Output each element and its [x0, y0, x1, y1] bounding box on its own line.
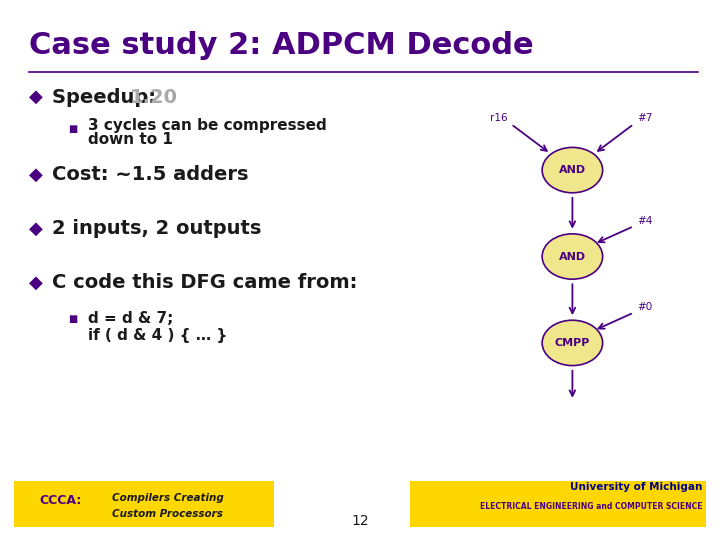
Text: C code this DFG came from:: C code this DFG came from:: [52, 273, 357, 293]
Text: down to 1: down to 1: [88, 132, 173, 147]
Text: 3 cycles can be compressed: 3 cycles can be compressed: [88, 118, 327, 133]
Text: Speedup:: Speedup:: [52, 87, 163, 107]
Text: AND: AND: [559, 252, 586, 261]
Text: CMPP: CMPP: [554, 338, 590, 348]
Text: ◆: ◆: [29, 220, 42, 238]
Text: Compilers Creating: Compilers Creating: [112, 493, 223, 503]
Text: 12: 12: [351, 514, 369, 528]
Text: University of Michigan: University of Michigan: [570, 482, 702, 492]
Text: #0: #0: [637, 302, 652, 312]
Text: d = d & 7;: d = d & 7;: [88, 311, 174, 326]
Text: ELECTRICAL ENGINEERING and COMPUTER SCIENCE: ELECTRICAL ENGINEERING and COMPUTER SCIE…: [480, 502, 702, 511]
Text: ■: ■: [68, 314, 78, 323]
Text: AND: AND: [559, 165, 586, 175]
Text: 1.20: 1.20: [130, 87, 178, 107]
Text: Custom Processors: Custom Processors: [112, 509, 222, 519]
Text: if ( d & 4 ) { … }: if ( d & 4 ) { … }: [88, 328, 227, 343]
Text: ◆: ◆: [29, 166, 42, 184]
Text: ◆: ◆: [29, 88, 42, 106]
Text: ■: ■: [68, 124, 78, 133]
Text: r16: r16: [490, 113, 508, 123]
Text: Case study 2: ADPCM Decode: Case study 2: ADPCM Decode: [29, 31, 534, 60]
Text: ◆: ◆: [29, 274, 42, 292]
FancyBboxPatch shape: [410, 481, 706, 526]
Text: #4: #4: [637, 215, 653, 226]
Text: 2 inputs, 2 outputs: 2 inputs, 2 outputs: [52, 219, 261, 239]
Text: #7: #7: [637, 113, 653, 123]
Circle shape: [542, 147, 603, 193]
Text: Cost: ~1.5 adders: Cost: ~1.5 adders: [52, 165, 248, 185]
Circle shape: [542, 320, 603, 366]
FancyBboxPatch shape: [14, 481, 274, 526]
Text: CCCA:: CCCA:: [40, 494, 82, 507]
Circle shape: [542, 234, 603, 279]
